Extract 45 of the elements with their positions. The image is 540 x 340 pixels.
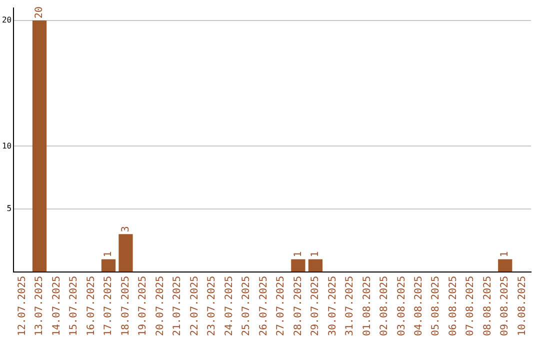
x-tick-label: 16.07.2025 [86,276,97,336]
x-tick-label: 09.08.2025 [500,276,511,336]
x-tick-label: 05.08.2025 [430,276,442,336]
x-tick-label: 21.07.2025 [172,276,184,336]
y-tick-label: 5 [6,204,12,214]
x-tick-label: 31.07.2025 [344,276,356,336]
x-tick-label: 03.08.2025 [396,276,408,336]
x-tick-label: 08.08.2025 [482,276,494,336]
x-tick-label: 23.07.2025 [206,276,218,336]
x-tick-label: 20.07.2025 [154,276,166,336]
data-label: 1 [500,251,511,258]
x-tick-label: 29.07.2025 [310,276,322,336]
data-label: 1 [310,251,322,258]
x-tick-label: 25.07.2025 [241,276,252,336]
x-tick-label: 26.07.2025 [258,276,270,336]
x-tick-label: 27.07.2025 [276,276,287,336]
x-tick-label: 19.07.2025 [138,276,149,336]
bar [291,259,306,272]
x-tick-label: 06.08.2025 [448,276,459,336]
data-label: 1 [292,251,304,258]
bar [32,20,47,272]
x-tick-label: 14.07.2025 [51,276,62,336]
y-tick-label: 20 [2,16,12,25]
data-label: 20 [34,6,46,19]
x-tick-label: 12.07.2025 [16,276,28,336]
x-tick-label: 18.07.2025 [120,276,132,336]
x-tick-label: 02.08.2025 [379,276,390,336]
data-label: 3 [120,226,132,232]
bar [118,234,133,272]
x-tick-label: 13.07.2025 [34,276,46,336]
bar [101,259,116,272]
x-tick-label: 22.07.2025 [189,276,200,336]
x-tick-label: 24.07.2025 [224,276,235,336]
y-tick-label: 10 [2,141,12,150]
x-tick-label: 15.07.2025 [68,276,80,336]
bar [498,259,512,272]
data-label: 1 [103,251,114,258]
x-tick-label: 28.07.2025 [292,276,304,336]
x-tick-label: 30.07.2025 [327,276,338,336]
x-tick-label: 07.08.2025 [465,276,476,336]
x-tick-label: 04.08.2025 [414,276,424,336]
x-tick-label: 17.07.2025 [103,276,114,336]
x-tick-label: 01.08.2025 [362,276,373,336]
bar [308,259,322,272]
x-tick-label: 10.08.2025 [516,276,528,336]
